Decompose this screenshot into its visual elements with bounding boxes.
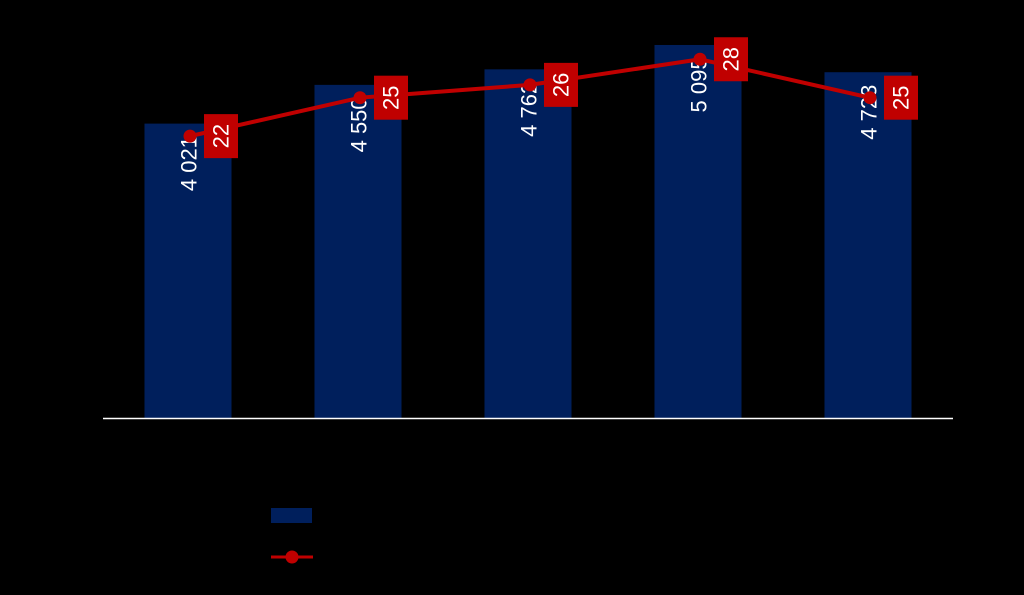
bar-5 xyxy=(824,72,912,419)
line-label-box-1 xyxy=(204,114,238,159)
line-marker-5 xyxy=(863,91,877,105)
legend-line-marker xyxy=(285,550,299,564)
bar-1 xyxy=(144,123,232,419)
line-label-box-4 xyxy=(714,37,748,82)
bar-4 xyxy=(654,44,742,419)
line-label-box-5 xyxy=(884,75,918,120)
line-value-label-1: 22 xyxy=(209,124,234,148)
line-label-box-3 xyxy=(544,62,578,107)
legend xyxy=(271,508,313,564)
bar-value-label-4: 5 095 xyxy=(687,57,712,112)
line-marker-3 xyxy=(523,78,537,92)
line-value-label-2: 25 xyxy=(379,85,404,109)
line-marker-2 xyxy=(353,91,367,105)
line-value-label-3: 26 xyxy=(549,73,574,97)
bar-2 xyxy=(314,84,402,418)
line-marker-1 xyxy=(183,129,197,143)
line-series: 22 25 26 28 25 xyxy=(183,37,918,159)
bar-value-label-2: 4 550 xyxy=(347,97,372,152)
line-value-label-4: 28 xyxy=(719,47,744,71)
bar-value-label-1: 4 021 xyxy=(177,136,202,191)
bar-3 xyxy=(484,69,572,418)
line-label-box-2 xyxy=(374,75,408,120)
legend-bar-swatch xyxy=(271,508,312,523)
line-value-label-5: 25 xyxy=(889,85,914,109)
line-marker-4 xyxy=(693,52,707,66)
